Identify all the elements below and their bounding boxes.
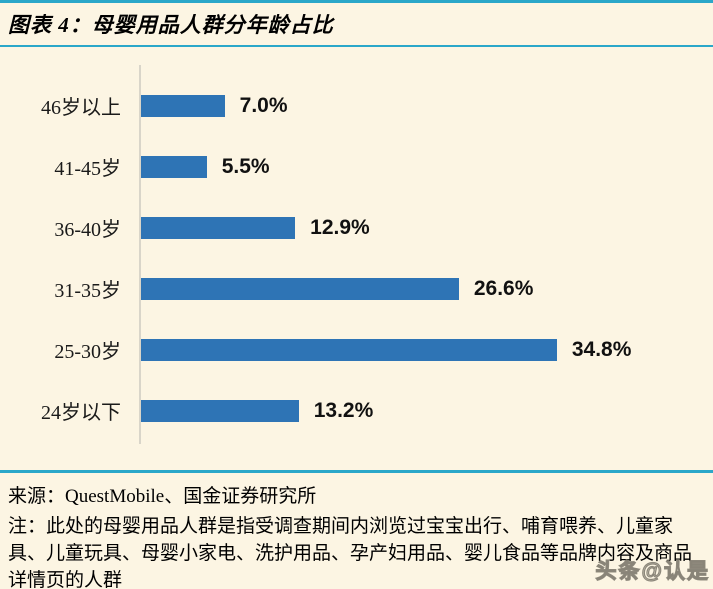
bar-row: 36-40岁 12.9% <box>0 197 713 258</box>
category-label: 24岁以下 <box>41 402 121 424</box>
category-label: 46岁以上 <box>41 97 121 119</box>
category-label: 31-35岁 <box>54 280 121 302</box>
bar <box>141 338 557 361</box>
bar-row: 46岁以上 7.0% <box>0 75 713 136</box>
figure-footer: 来源：QuestMobile、国金证券研究所 注：此处的母婴用品人群是指受调查期… <box>0 470 713 589</box>
value-label: 13.2% <box>313 398 374 422</box>
bar <box>141 216 296 239</box>
bar-track: 7.0% <box>130 75 713 136</box>
bar-row: 41-45岁 5.5% <box>0 136 713 197</box>
bar-row: 31-35岁 26.6% <box>0 258 713 319</box>
bar-track: 26.6% <box>130 258 713 319</box>
bar-track: 13.2% <box>130 380 713 441</box>
category-label: 41-45岁 <box>54 158 121 180</box>
value-label: 26.6% <box>473 276 534 300</box>
source-text: 来源：QuestMobile、国金证券研究所 <box>8 486 317 507</box>
y-axis-line <box>139 65 141 444</box>
figure-header: 图表 4：母婴用品人群分年龄占比 <box>0 3 713 47</box>
bar <box>141 399 299 422</box>
category-label: 25-30岁 <box>54 341 121 363</box>
value-label: 34.8% <box>571 337 632 361</box>
bar-track: 5.5% <box>130 136 713 197</box>
value-label: 5.5% <box>221 154 270 178</box>
bar <box>141 155 207 178</box>
note-text: 注：此处的母婴用品人群是指受调查期间内浏览过宝宝出行、哺育喂养、儿童家具、儿童玩… <box>8 516 693 589</box>
watermark-text: 头条@认是 <box>595 559 710 583</box>
value-label: 12.9% <box>310 215 370 239</box>
page-title: 图表 4：母婴用品人群分年龄占比 <box>8 13 334 37</box>
category-label: 36-40岁 <box>54 219 121 241</box>
bar-row: 25-30岁 34.8% <box>0 319 713 380</box>
bar-track: 34.8% <box>130 319 713 380</box>
bar <box>141 277 459 300</box>
bar-chart: 46岁以上 7.0% 41-45岁 5.5% 36-40岁 12.9% 31-35岁 26.6… <box>0 47 713 444</box>
value-label: 7.0% <box>239 93 288 117</box>
bar-row: 24岁以下 13.2% <box>0 380 713 441</box>
top-accent-rule <box>0 0 713 3</box>
bar <box>141 94 225 117</box>
bar-track: 12.9% <box>130 197 713 258</box>
